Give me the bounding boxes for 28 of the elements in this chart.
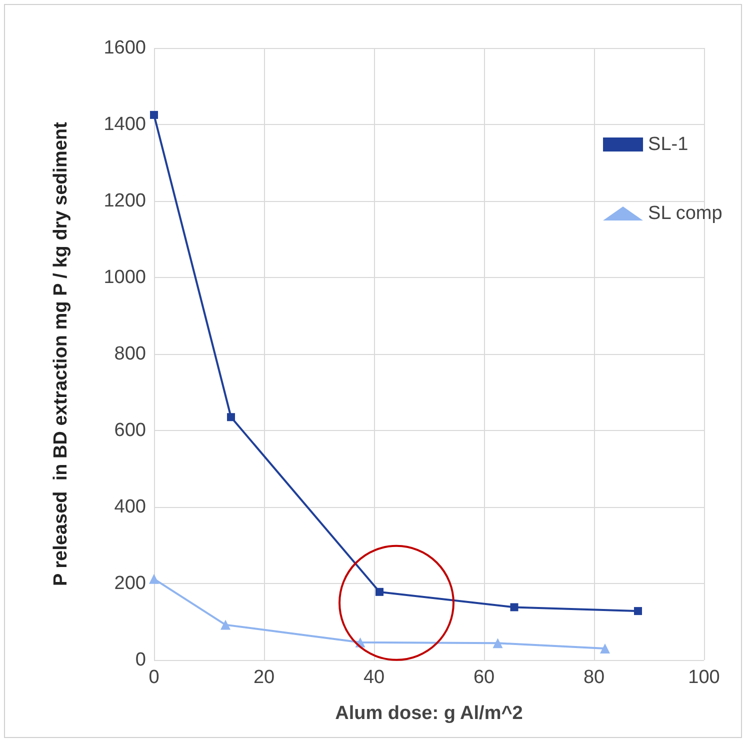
y-tick-label: 1600 xyxy=(104,38,146,58)
point xyxy=(600,644,610,654)
x-tick-label: 0 xyxy=(148,667,160,688)
y-tick-label: 0 xyxy=(135,650,146,670)
y-tick-label: 200 xyxy=(114,573,146,594)
point xyxy=(227,413,235,422)
point xyxy=(149,574,159,584)
y-tick-label: 1400 xyxy=(104,114,146,135)
y-tick-label: 800 xyxy=(114,344,146,364)
x-tick-label: 100 xyxy=(688,667,720,688)
y-tick-label: 400 xyxy=(114,496,146,518)
point xyxy=(634,607,642,616)
point xyxy=(376,588,384,596)
x-tick-label: 80 xyxy=(583,667,605,688)
legend-label: SL comp xyxy=(648,203,722,224)
point xyxy=(220,620,230,630)
x-tick-label: 20 xyxy=(253,667,275,688)
y-axis-title: P released in BD extraction mg P / kg dry sediment xyxy=(50,121,72,586)
y-tick-label: 600 xyxy=(114,420,146,441)
y-tick-label: 1000 xyxy=(104,267,146,288)
x-tick-label: 40 xyxy=(363,667,385,688)
legend-label: SL-1 xyxy=(648,134,688,155)
x-axis-title: Alum dose: g Al/m^2 xyxy=(335,703,523,724)
x-tick-label: 60 xyxy=(473,667,495,688)
point xyxy=(510,603,518,612)
y-tick-label: 1200 xyxy=(104,190,146,212)
point xyxy=(150,110,158,119)
point xyxy=(492,638,503,648)
